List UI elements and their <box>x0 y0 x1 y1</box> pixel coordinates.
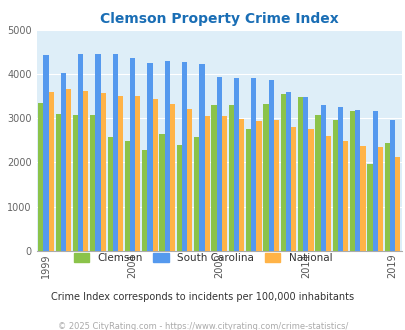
Title: Clemson Property Crime Index: Clemson Property Crime Index <box>100 12 338 26</box>
Bar <box>228 105 233 251</box>
Bar <box>176 145 181 251</box>
Bar <box>303 97 308 251</box>
Bar <box>169 104 175 251</box>
Bar <box>187 109 192 251</box>
Bar <box>130 57 135 251</box>
Bar <box>159 134 164 251</box>
Bar <box>181 62 187 251</box>
Bar <box>135 96 140 251</box>
Bar <box>73 115 78 251</box>
Bar <box>315 115 320 251</box>
Bar <box>297 97 303 251</box>
Bar <box>83 91 88 251</box>
Bar <box>263 104 268 251</box>
Bar <box>337 107 342 251</box>
Bar <box>100 93 106 251</box>
Bar <box>199 64 204 251</box>
Text: © 2025 CityRating.com - https://www.cityrating.com/crime-statistics/: © 2025 CityRating.com - https://www.city… <box>58 322 347 330</box>
Bar <box>221 116 226 251</box>
Bar <box>164 61 169 251</box>
Bar <box>55 114 61 251</box>
Bar <box>308 129 313 251</box>
Bar <box>394 157 399 251</box>
Bar <box>61 73 66 251</box>
Bar <box>325 136 330 251</box>
Bar <box>204 116 209 251</box>
Bar <box>107 137 113 251</box>
Bar <box>113 53 117 251</box>
Bar <box>117 96 123 251</box>
Text: Crime Index corresponds to incidents per 100,000 inhabitants: Crime Index corresponds to incidents per… <box>51 292 354 302</box>
Bar <box>49 92 54 251</box>
Bar <box>211 105 216 251</box>
Bar <box>147 63 152 251</box>
Bar <box>194 137 199 251</box>
Bar <box>43 55 49 251</box>
Bar <box>239 118 244 251</box>
Bar <box>360 146 364 251</box>
Bar <box>95 53 100 251</box>
Bar <box>268 80 273 251</box>
Bar <box>38 103 43 251</box>
Bar <box>349 111 354 251</box>
Bar <box>371 111 377 251</box>
Bar <box>256 121 261 251</box>
Bar <box>125 141 130 251</box>
Bar <box>384 143 389 251</box>
Bar <box>78 53 83 251</box>
Bar <box>142 149 147 251</box>
Bar <box>332 120 337 251</box>
Bar <box>389 120 394 251</box>
Bar <box>66 89 71 251</box>
Bar <box>320 105 325 251</box>
Bar <box>152 99 158 251</box>
Bar <box>290 127 296 251</box>
Bar <box>233 78 239 251</box>
Bar <box>251 78 256 251</box>
Bar <box>342 141 347 251</box>
Bar <box>90 115 95 251</box>
Bar <box>280 94 285 251</box>
Bar <box>273 120 278 251</box>
Bar <box>377 147 382 251</box>
Bar <box>245 129 251 251</box>
Legend: Clemson, South Carolina, National: Clemson, South Carolina, National <box>69 248 336 267</box>
Bar <box>354 110 360 251</box>
Bar <box>216 77 221 251</box>
Bar <box>285 92 290 251</box>
Bar <box>367 164 371 251</box>
